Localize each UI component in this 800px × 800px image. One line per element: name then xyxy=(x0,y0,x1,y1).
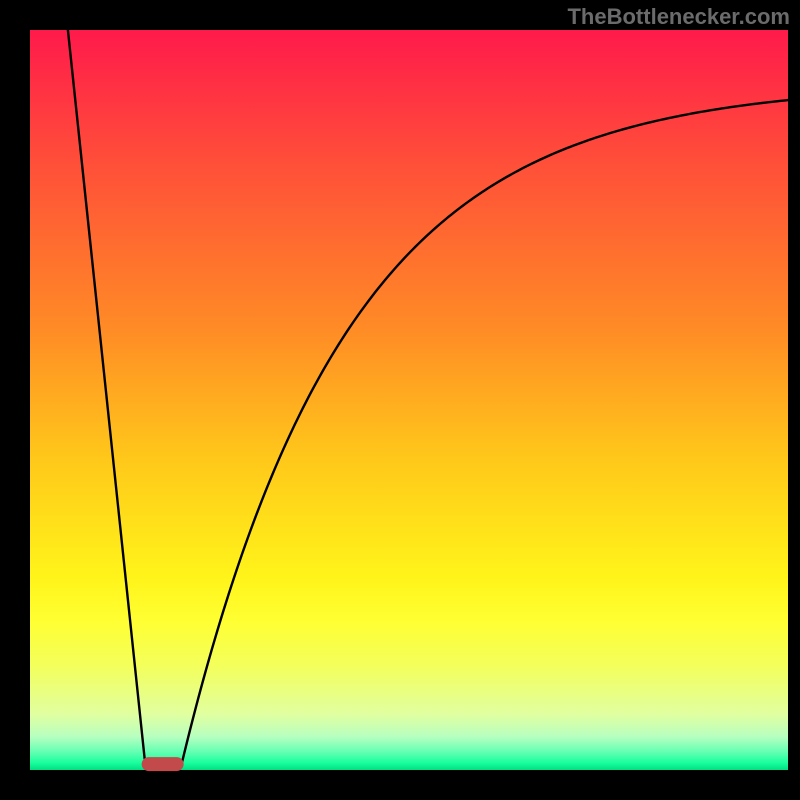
bottleneck-chart xyxy=(0,0,800,800)
watermark-text: TheBottlenecker.com xyxy=(567,4,790,30)
chart-container: TheBottlenecker.com xyxy=(0,0,800,800)
